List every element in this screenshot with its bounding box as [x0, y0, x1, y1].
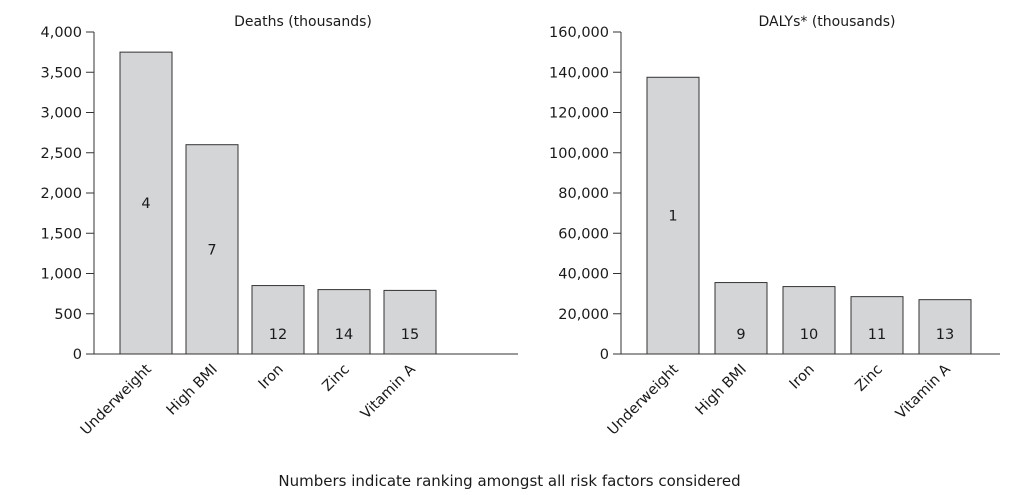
- y-tick-label: 500: [54, 307, 82, 323]
- y-tick-label: 3,500: [40, 65, 82, 81]
- bar-zinc: [850, 296, 904, 355]
- y-tick-label: 0: [73, 347, 82, 363]
- chart-1: Deaths (thousands) 0 500 1,000 1,500 2,000 2,5…: [40, 14, 518, 438]
- chart-2: DALYs* (thousands) 0 20,000 40,000 60,000 80,…: [549, 14, 1000, 438]
- data-label: 14: [335, 327, 353, 343]
- data-label: 7: [207, 242, 216, 258]
- y-tick-label: 40,000: [558, 267, 609, 283]
- x-tick-label: Zinc: [853, 361, 886, 394]
- x-tick-label: Underweight: [78, 361, 155, 438]
- y-tick-label: 140,000: [549, 65, 609, 81]
- x-tick-label: Vitamin A: [358, 361, 419, 422]
- y-tick-label: 2,000: [40, 186, 82, 202]
- x-tick-label: High BMI: [693, 362, 750, 419]
- bar-iron: [251, 285, 305, 355]
- data-label: 11: [868, 327, 886, 343]
- x-tick-label: High BMI: [164, 362, 221, 419]
- y-tick-label: 20,000: [558, 307, 609, 323]
- x-tick-label: Zinc: [320, 361, 353, 394]
- y-tick-label: 120,000: [549, 106, 609, 122]
- y-tick-label: 80,000: [558, 186, 609, 202]
- x-tick-label: Underweight: [605, 361, 682, 438]
- y-tick-label: 4,000: [40, 25, 82, 41]
- data-label: 10: [800, 327, 818, 343]
- bar-underweight: [119, 51, 173, 355]
- y-tick-label: 1,500: [40, 226, 82, 242]
- data-label: 4: [141, 196, 150, 212]
- y-tick-label: 2,500: [40, 146, 82, 162]
- x-tick-label: Vitamin A: [893, 361, 954, 422]
- bar-zinc: [317, 289, 371, 355]
- x-tick-label: Iron: [256, 362, 287, 393]
- y-tick-label: 3,000: [40, 106, 82, 122]
- chart-title: DALYs* (thousands): [759, 14, 896, 30]
- y-tick-label: 1,000: [40, 267, 82, 283]
- y-tick-label: 0: [600, 347, 609, 363]
- footnote: Numbers indicate ranking amongst all ris…: [278, 472, 741, 490]
- bar-vitamin-a: [918, 299, 972, 355]
- bar-high-bmi: [714, 282, 768, 355]
- bar-iron: [782, 286, 836, 355]
- y-tick-label: 100,000: [549, 146, 609, 162]
- y-tick-label: 160,000: [549, 25, 609, 41]
- chart-title: Deaths (thousands): [234, 14, 372, 30]
- data-label: 15: [401, 327, 419, 343]
- data-label: 12: [269, 327, 287, 343]
- x-tick-label: Iron: [787, 362, 818, 393]
- bar-high-bmi: [185, 144, 239, 355]
- data-label: 9: [736, 327, 745, 343]
- data-label: 1: [668, 209, 677, 225]
- bar-vitamin-a: [383, 289, 437, 355]
- y-tick-label: 60,000: [558, 226, 609, 242]
- bar-underweight: [646, 76, 700, 355]
- data-label: 13: [936, 327, 954, 343]
